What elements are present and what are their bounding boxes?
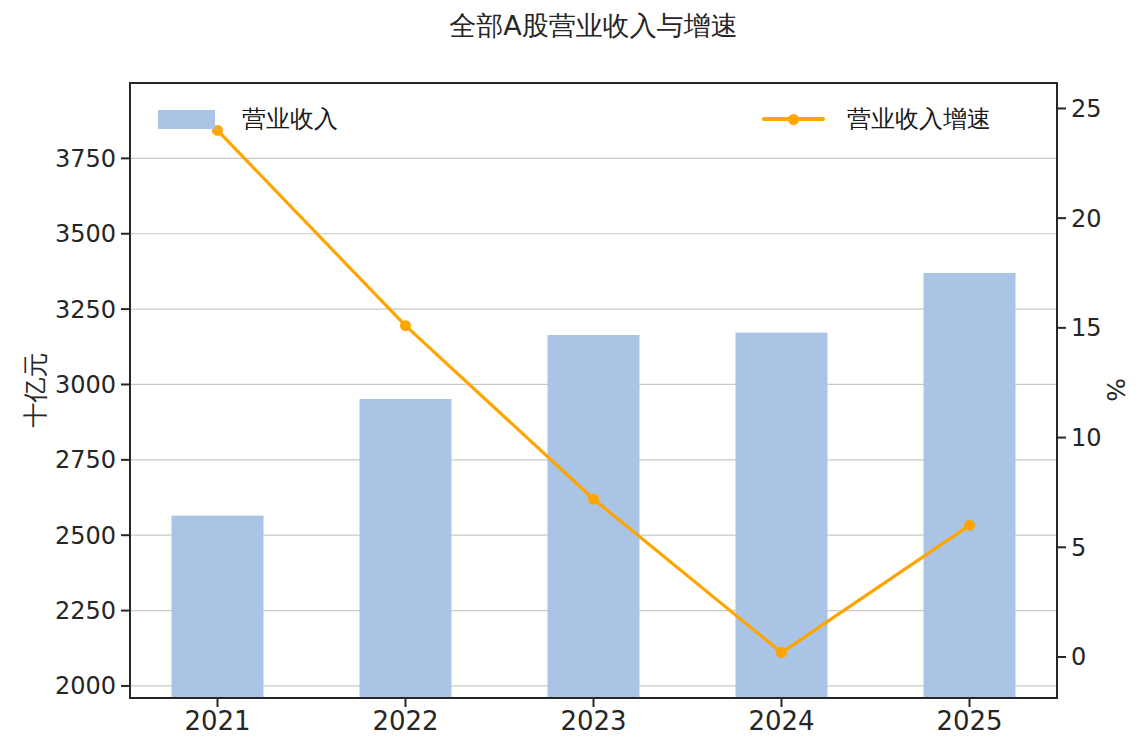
x-tick-label: 2021 bbox=[184, 706, 250, 736]
x-tick-label: 2023 bbox=[560, 706, 626, 736]
growth-legend-line bbox=[762, 117, 825, 121]
growth-point-2022 bbox=[400, 320, 411, 331]
left-tick-label: 3750 bbox=[55, 145, 116, 173]
x-tick-label: 2025 bbox=[936, 706, 1002, 736]
growth-legend-marker-icon bbox=[788, 114, 799, 125]
left-tick-label: 2750 bbox=[55, 446, 116, 474]
legend-item-revenue: 营业收入 bbox=[158, 103, 338, 135]
bar-2025 bbox=[924, 273, 1016, 698]
x-tick-label: 2024 bbox=[748, 706, 814, 736]
growth-point-2024 bbox=[776, 647, 787, 658]
revenue-legend-swatch bbox=[158, 110, 215, 129]
bar-2021 bbox=[172, 516, 264, 698]
right-tick-label: 15 bbox=[1071, 314, 1102, 342]
chart-title: 全部A股营业收入与增速 bbox=[130, 8, 1057, 44]
right-tick-label: 0 bbox=[1071, 643, 1086, 671]
left-tick-label: 3500 bbox=[55, 220, 116, 248]
right-axis-label: % bbox=[1104, 338, 1130, 442]
left-axis-label: 十亿元 bbox=[19, 338, 45, 442]
growth-point-2023 bbox=[588, 493, 599, 504]
right-tick-label: 20 bbox=[1071, 205, 1102, 233]
bar-2023 bbox=[548, 335, 640, 698]
legend-item-growth: 营业收入增速 bbox=[762, 103, 991, 135]
x-tick-label: 2022 bbox=[372, 706, 438, 736]
left-tick-label: 3250 bbox=[55, 296, 116, 324]
growth-point-2025 bbox=[964, 520, 975, 531]
right-tick-label: 25 bbox=[1071, 95, 1102, 123]
left-tick-label: 2250 bbox=[55, 597, 116, 625]
right-tick-label: 10 bbox=[1071, 424, 1102, 452]
bar-2022 bbox=[360, 399, 452, 698]
right-tick-label: 5 bbox=[1071, 534, 1086, 562]
left-tick-label: 2500 bbox=[55, 522, 116, 550]
revenue-legend-label: 营业收入 bbox=[242, 103, 338, 135]
bar-2024 bbox=[736, 333, 828, 698]
left-tick-label: 3000 bbox=[55, 371, 116, 399]
left-tick-label: 2000 bbox=[55, 672, 116, 700]
growth-legend-label: 营业收入增速 bbox=[847, 103, 991, 135]
chart: 2000 2250 2500 2750 3000 3250 3500 3750 0 5 10 15 20… bbox=[0, 0, 1147, 743]
